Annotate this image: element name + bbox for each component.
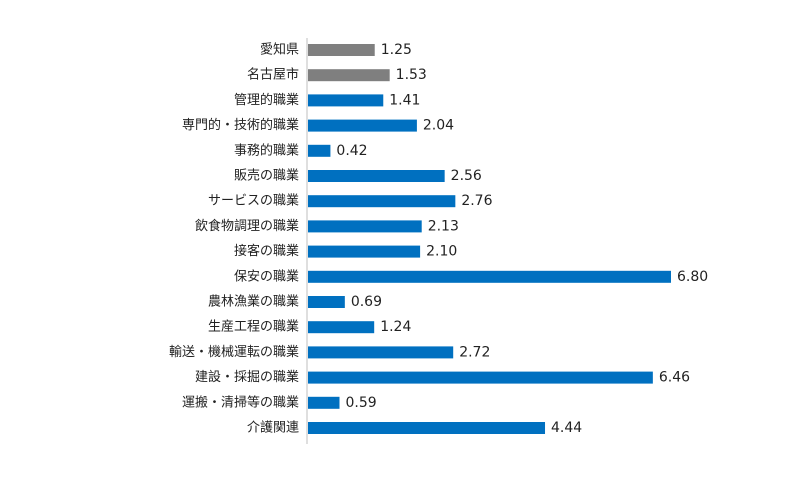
- data-label: 2.76: [461, 193, 492, 209]
- bar: [308, 195, 456, 208]
- bar: [308, 144, 331, 157]
- data-label: 2.72: [459, 344, 490, 360]
- data-label: 2.10: [426, 244, 457, 260]
- bar: [308, 119, 417, 132]
- data-label: 1.24: [380, 319, 411, 335]
- category-label: 生産工程の職業: [208, 319, 299, 335]
- category-label: 愛知県: [260, 42, 299, 58]
- bar: [308, 220, 422, 233]
- data-label: 4.44: [551, 420, 582, 436]
- data-label: 2.04: [423, 118, 454, 134]
- category-label: 管理的職業: [234, 92, 299, 108]
- category-label: 名古屋市: [247, 67, 299, 83]
- category-label: 介護関連: [247, 420, 299, 436]
- bar: [308, 296, 345, 308]
- data-label: 6.80: [677, 269, 708, 285]
- bar: [308, 371, 653, 384]
- bar: [308, 321, 375, 334]
- category-label: 保安の職業: [234, 268, 299, 284]
- category-label: 販売の職業: [234, 168, 299, 184]
- bars-layer: [308, 44, 671, 434]
- bar: [308, 69, 390, 82]
- category-labels: 愛知県名古屋市管理的職業専門的・技術的職業事務的職業販売の職業サービスの職業飲食…: [169, 42, 299, 436]
- bar: [308, 346, 454, 359]
- bar: [308, 396, 340, 409]
- category-label: 農林漁業の職業: [208, 294, 299, 310]
- bar: [308, 245, 421, 258]
- bar: [308, 270, 671, 283]
- data-label: 2.56: [451, 168, 482, 184]
- data-label: 0.69: [351, 294, 382, 310]
- bar: [308, 94, 384, 107]
- bar: [308, 422, 546, 434]
- data-label: 0.59: [345, 395, 376, 411]
- category-label: 建設・採掘の職業: [195, 369, 299, 385]
- category-label: 接客の職業: [234, 243, 299, 259]
- category-label: 運搬・清掃等の職業: [182, 394, 299, 410]
- category-label: サービスの職業: [208, 193, 299, 209]
- value-labels: 1.25 1.53 1.412.04 0.42 2.56 2.762.13 2.10 6.80…: [336, 42, 708, 436]
- category-label: 専門的・技術的職業: [182, 117, 299, 133]
- bar: [308, 170, 445, 182]
- data-label: 6.46: [659, 370, 690, 386]
- data-label: 1.25: [381, 42, 412, 58]
- category-label: 輸送・機械運転の職業: [169, 344, 299, 360]
- bar: [308, 44, 375, 56]
- category-label: 事務的職業: [234, 142, 299, 158]
- data-label: 1.41: [389, 92, 420, 108]
- data-label: 1.53: [396, 67, 427, 83]
- data-label: 2.13: [428, 218, 459, 234]
- category-label: 飲食物調理の職業: [195, 218, 299, 234]
- data-label: 0.42: [336, 143, 367, 159]
